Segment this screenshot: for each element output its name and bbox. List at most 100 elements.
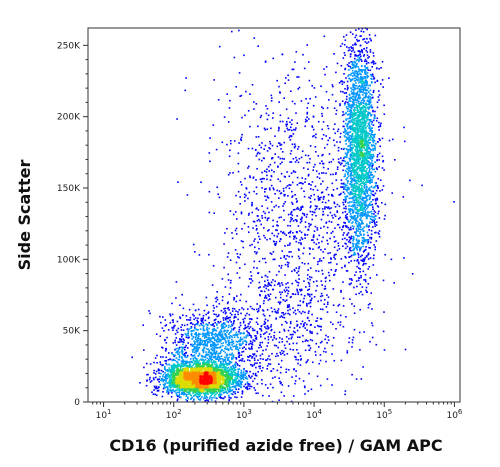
event-dot (341, 159, 344, 162)
event-dot (295, 112, 297, 114)
event-dot (192, 336, 195, 339)
event-dot (280, 264, 283, 267)
event-dot (246, 381, 249, 384)
event-dot (354, 162, 356, 164)
event-dot (228, 399, 230, 402)
event-dot (278, 101, 280, 103)
event-dot (247, 331, 249, 334)
event-dot (336, 166, 339, 168)
event-dot (346, 187, 349, 189)
event-dot (233, 317, 235, 319)
event-dot (365, 126, 367, 129)
event-dot (194, 356, 196, 359)
event-dot (234, 249, 237, 251)
event-dot (220, 339, 222, 341)
event-dot (230, 361, 233, 364)
event-dot (355, 239, 358, 242)
event-dot (337, 161, 340, 163)
event-dot (297, 270, 300, 273)
event-dot (350, 107, 353, 109)
event-dot (291, 100, 294, 103)
event-dot (295, 240, 298, 243)
event-dot (350, 47, 353, 49)
event-dot (376, 117, 379, 120)
event-dot (366, 72, 369, 74)
event-dot (249, 342, 252, 345)
event-dot (368, 154, 371, 157)
event-dot (240, 136, 243, 139)
event-dot (270, 100, 273, 102)
event-dot (165, 375, 167, 378)
event-dot (201, 354, 203, 357)
event-dot (354, 71, 356, 73)
event-dot (232, 354, 235, 356)
event-dot (236, 377, 239, 379)
event-dot (176, 387, 179, 390)
event-dot (207, 399, 209, 401)
event-dot (322, 180, 324, 183)
event-dot (166, 374, 169, 376)
event-dot (305, 339, 307, 341)
event-dot (356, 214, 359, 216)
event-dot (291, 282, 293, 285)
event-dot (346, 195, 349, 198)
event-dot (340, 80, 342, 83)
event-dot (173, 390, 176, 393)
event-dot (331, 194, 333, 197)
event-dot (367, 75, 370, 78)
event-dot (411, 273, 414, 275)
event-dot (266, 168, 268, 171)
event-dot (251, 327, 254, 330)
event-dot (235, 374, 237, 376)
event-dot (153, 378, 155, 381)
event-dot (320, 227, 322, 229)
event-dot (347, 251, 350, 254)
event-dot (300, 217, 303, 220)
event-dot (245, 340, 248, 343)
event-dot (342, 111, 344, 113)
event-dot (360, 291, 362, 293)
event-dot (350, 175, 352, 177)
event-dot (369, 215, 372, 218)
event-dot (266, 174, 268, 177)
event-dot (255, 224, 258, 227)
event-dot (346, 125, 348, 128)
event-dot (234, 368, 237, 371)
event-dot (355, 78, 358, 81)
event-dot (218, 45, 221, 48)
event-dot (330, 232, 333, 234)
event-dot (187, 331, 190, 333)
event-dot (234, 333, 237, 336)
event-dot (317, 247, 320, 249)
event-dot (145, 362, 148, 365)
event-dot (333, 213, 336, 216)
event-dot (223, 350, 225, 352)
event-dot (348, 167, 351, 169)
event-dot (382, 185, 385, 187)
event-dot (342, 182, 345, 185)
event-dot (215, 334, 217, 336)
event-dot (253, 329, 256, 332)
event-dot (300, 358, 302, 360)
event-dot (158, 372, 160, 374)
event-dot (357, 279, 360, 282)
event-dot (363, 84, 366, 87)
event-dot (250, 345, 253, 348)
event-dot (344, 54, 346, 56)
event-dot (376, 205, 379, 207)
event-dot (369, 236, 371, 239)
event-dot (354, 274, 356, 276)
event-dot (309, 299, 312, 302)
event-dot (216, 356, 219, 358)
event-dot (169, 313, 171, 315)
event-dot (372, 109, 374, 112)
event-dot (373, 168, 376, 171)
event-dot (167, 381, 169, 384)
event-dot (180, 326, 182, 328)
event-dot (205, 351, 207, 353)
event-dot (301, 150, 304, 153)
event-dot (300, 243, 302, 246)
event-dot (331, 353, 333, 355)
event-dot (274, 376, 276, 378)
event-dot (226, 387, 229, 390)
